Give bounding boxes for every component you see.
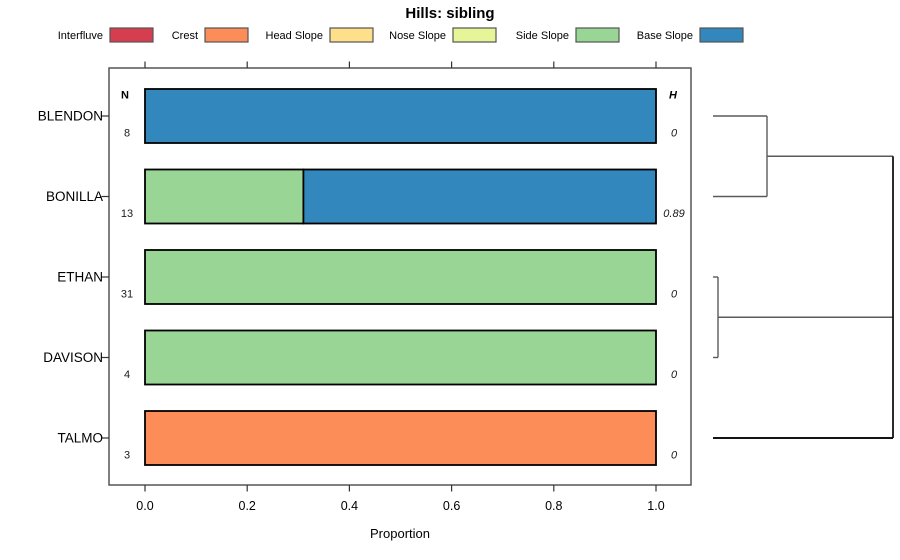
legend-label: Side Slope — [516, 30, 569, 42]
legend-swatch — [329, 27, 374, 43]
row-annotations: BLENDON 8 0 BONILLA 13 0.89 ETHAN 31 0 DAVISON 4 0 T… — [38, 109, 685, 462]
h-value: 0 — [671, 450, 678, 462]
bar-segment — [144, 88, 657, 144]
legend-label: Interfluve — [58, 30, 103, 42]
legend-swatch — [452, 27, 497, 43]
bar-segment — [144, 329, 657, 386]
dendrogram — [713, 115, 894, 439]
n-value: 8 — [124, 128, 130, 140]
x-tick-label: 0.6 — [443, 499, 460, 513]
x-tick-label: 0.8 — [545, 499, 562, 513]
bars-group — [144, 88, 657, 466]
x-tick-label: 1.0 — [647, 499, 664, 513]
legend-swatch — [109, 27, 154, 43]
legend-swatch — [575, 27, 620, 43]
n-value: 4 — [124, 369, 130, 381]
axes: 0.0 0.2 0.4 0.6 0.8 1.0 — [101, 61, 665, 513]
x-tick-label: 0.4 — [341, 499, 358, 513]
row-label: ETHAN — [57, 270, 103, 285]
x-tick-label: 0.2 — [239, 499, 256, 513]
legend-label: Nose Slope — [389, 30, 446, 42]
x-axis-title: Proportion — [370, 526, 430, 541]
row-label: DAVISON — [43, 350, 103, 365]
h-value: 0 — [671, 289, 678, 301]
row-label: BLENDON — [38, 109, 103, 124]
n-value: 3 — [124, 450, 130, 462]
n-value: 13 — [121, 208, 133, 220]
h-value: 0 — [671, 369, 678, 381]
legend-label: Crest — [172, 30, 198, 42]
row-label: TALMO — [57, 431, 103, 446]
n-column-header: N — [121, 90, 129, 102]
h-column-header: H — [669, 90, 678, 102]
x-tick-label: 0.0 — [136, 499, 153, 513]
row-label: BONILLA — [46, 189, 103, 204]
n-value: 31 — [121, 289, 133, 301]
legend-swatch — [699, 27, 744, 43]
bar-segment — [144, 168, 305, 225]
bar-segment — [144, 410, 657, 466]
h-value: 0.89 — [663, 208, 684, 220]
legend-label: Head Slope — [266, 30, 324, 42]
bar-segment — [302, 168, 657, 225]
legend: Interfluve Crest Head Slope Nose Slope Side … — [58, 27, 744, 43]
bar-segment — [144, 249, 657, 305]
h-value: 0 — [671, 128, 678, 140]
legend-label: Base Slope — [637, 30, 693, 42]
legend-swatch — [204, 27, 249, 43]
chart-title: Hills: sibling — [405, 5, 495, 22]
